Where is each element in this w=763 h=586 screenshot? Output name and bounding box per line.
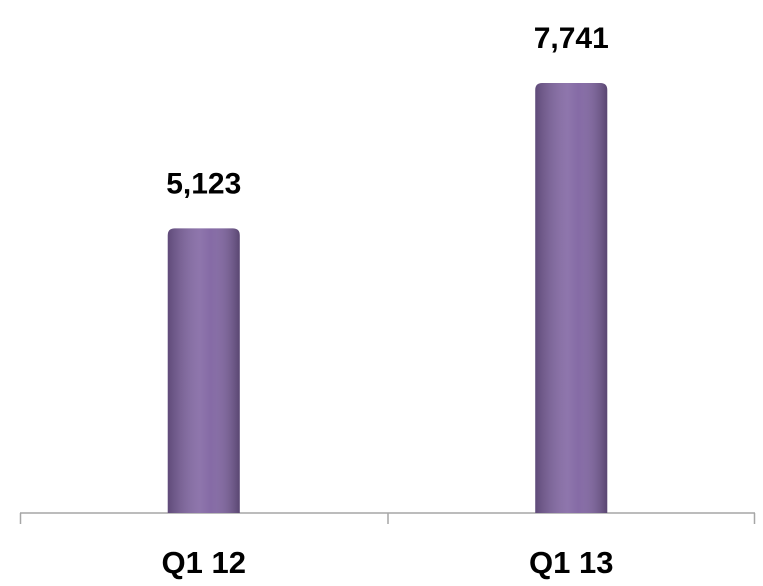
bar-shine [535,83,608,513]
x-tick-label: Q1 13 [529,545,613,580]
bar-shine [167,228,240,513]
x-tick-label: Q1 12 [162,545,246,580]
value-label: 7,741 [534,22,609,55]
value-label: 5,123 [166,167,241,200]
